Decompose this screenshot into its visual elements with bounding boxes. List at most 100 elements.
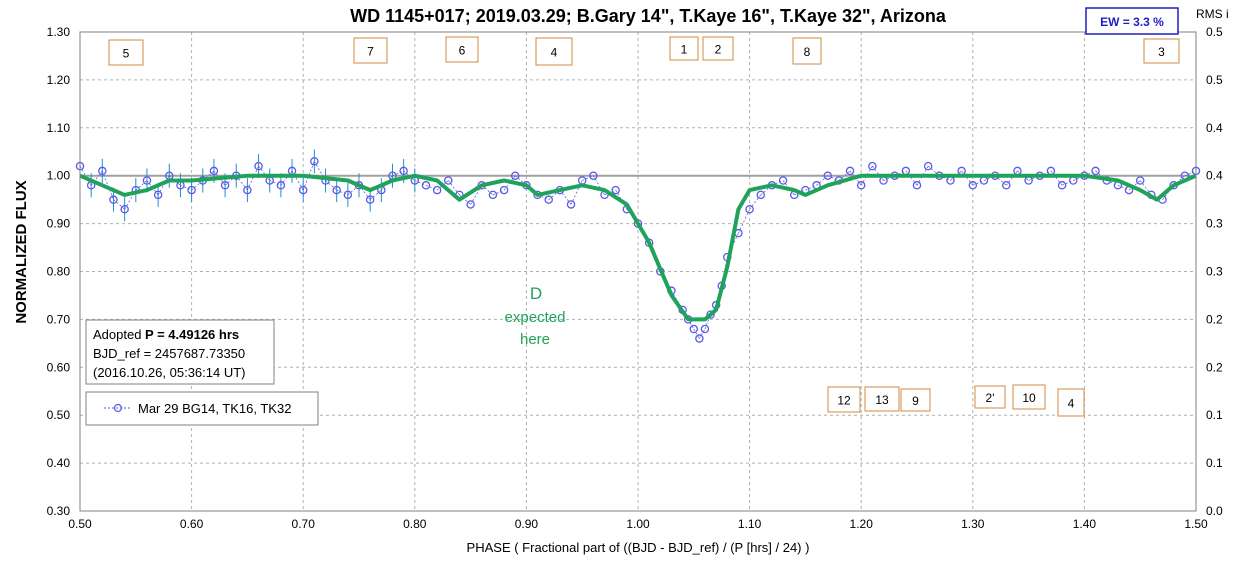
fragment-box [535,37,573,66]
data-point [109,195,118,204]
data-connector [1139,180,1152,196]
data-connector [403,170,416,181]
fragment-label: 2' [986,391,995,405]
y-tick-label: 1.20 [47,73,71,87]
data-point [332,185,341,195]
annotation-here: here [520,331,550,348]
y-axis-label: NORMALIZED FLUX [13,180,30,323]
legend-label: Mar 29 BG14, TK16, TK32 [138,401,291,416]
annotation-d: D [530,284,542,303]
fragment-box [669,36,699,61]
data-point [343,190,353,200]
data-point [923,161,933,171]
data-connector [570,180,583,205]
fragment-label: 5 [123,47,130,61]
ew-value: EW = 3.3 % [1100,15,1164,29]
x-tick-label: 0.60 [180,517,204,531]
data-point [499,185,509,195]
data-point [1135,176,1145,185]
data-point [432,185,442,195]
data-point [209,166,219,176]
data-connector [369,189,382,200]
x-axis-label: PHASE ( Fractional part of ((BJD - BJD_r… [467,540,810,555]
data-point [120,204,129,214]
fragment-label: 3 [1158,45,1165,59]
data-point [187,185,196,195]
x-tick-label: 0.70 [292,517,316,531]
y2-tick-label: 0.3 [1206,217,1223,231]
data-connector [202,170,215,181]
fragment-label: 4 [1068,397,1075,411]
data-connector [738,209,750,234]
data-point [856,181,866,190]
y-tick-label: 0.30 [47,504,71,518]
data-connector [872,165,884,181]
data-point [745,204,754,214]
data-connector [280,170,293,186]
data-point [756,190,766,200]
data-connector [1050,170,1063,186]
data-point [365,195,375,204]
chart-title: WD 1145+017; 2019.03.29; B.Gary 14", T.K… [350,6,947,26]
fragment-box [974,385,1006,409]
data-point [243,185,252,195]
y-tick-label: 0.40 [47,456,71,470]
x-tick-label: 0.90 [515,517,539,531]
data-point [466,200,475,209]
y-tick-label: 0.50 [47,408,71,422]
y-tick-label: 1.10 [47,121,71,135]
model-curve [79,173,1197,322]
y-tick-label: 0.60 [47,360,71,374]
fragment-label: 4 [551,46,558,60]
fragment-box [1143,38,1180,64]
data-connector [961,170,974,186]
y2-tick-label: 0.5 [1206,73,1223,87]
data-connector [258,165,271,181]
x-tick-labels: 0.50 0.60 0.70 0.80 0.90 1.00 1.10 1.20 1.30 1.40… [68,517,1208,531]
data-point [544,195,553,204]
data-connector [302,161,315,191]
data-connector [481,184,494,196]
legend-marker-icon [113,403,123,413]
y-tick-label: 1.30 [47,25,71,39]
x-tick-label: 1.10 [738,517,762,531]
plot-frame [79,31,1197,512]
data-point [689,324,699,334]
data-connector [1173,175,1186,186]
data-point [968,181,978,190]
data-point [695,334,704,343]
data-point [1091,166,1100,176]
data-connector [1128,180,1141,191]
data-connector [447,180,460,196]
annotation-expected: expected [505,309,566,326]
data-connector [347,184,360,196]
data-connector [358,185,371,200]
data-point [399,166,408,176]
data-point [845,166,855,176]
data-connector [749,194,762,210]
d-annotation: D expected here [505,284,566,348]
y-tick-label: 1.00 [47,169,71,183]
data-connector [101,170,114,200]
data-connector [1017,170,1029,181]
fragment-box [864,386,900,412]
y2-tick-label: 0.2 [1206,360,1223,374]
data-connector [436,180,449,191]
data-connector [325,180,337,191]
y-tick-labels: 0.30 0.40 0.50 0.60 0.70 0.80 0.90 1.00 1.10 1.20… [47,25,71,518]
fragment-label: 10 [1022,391,1036,405]
data-connector [693,328,700,339]
y2-tick-label: 0.1 [1206,456,1223,470]
x-tick-label: 1.30 [961,517,985,531]
info-bjd-ref: BJD_ref = 2457687.73350 [93,346,245,361]
info-adopted: Adopted P = 4.49126 hrs [93,327,239,342]
data-connector [459,194,471,205]
y2-axis-label: RMS i [1196,7,1229,21]
data-connector [235,175,248,191]
data-connector [90,170,103,186]
data-point [868,161,877,171]
data-point [912,181,922,190]
data-connector [113,199,125,210]
y2-tick-labels: 0.0 0.1 0.1 0.2 0.2 0.3 0.3 0.4 0.4 0.5 0.5 [1206,25,1223,518]
